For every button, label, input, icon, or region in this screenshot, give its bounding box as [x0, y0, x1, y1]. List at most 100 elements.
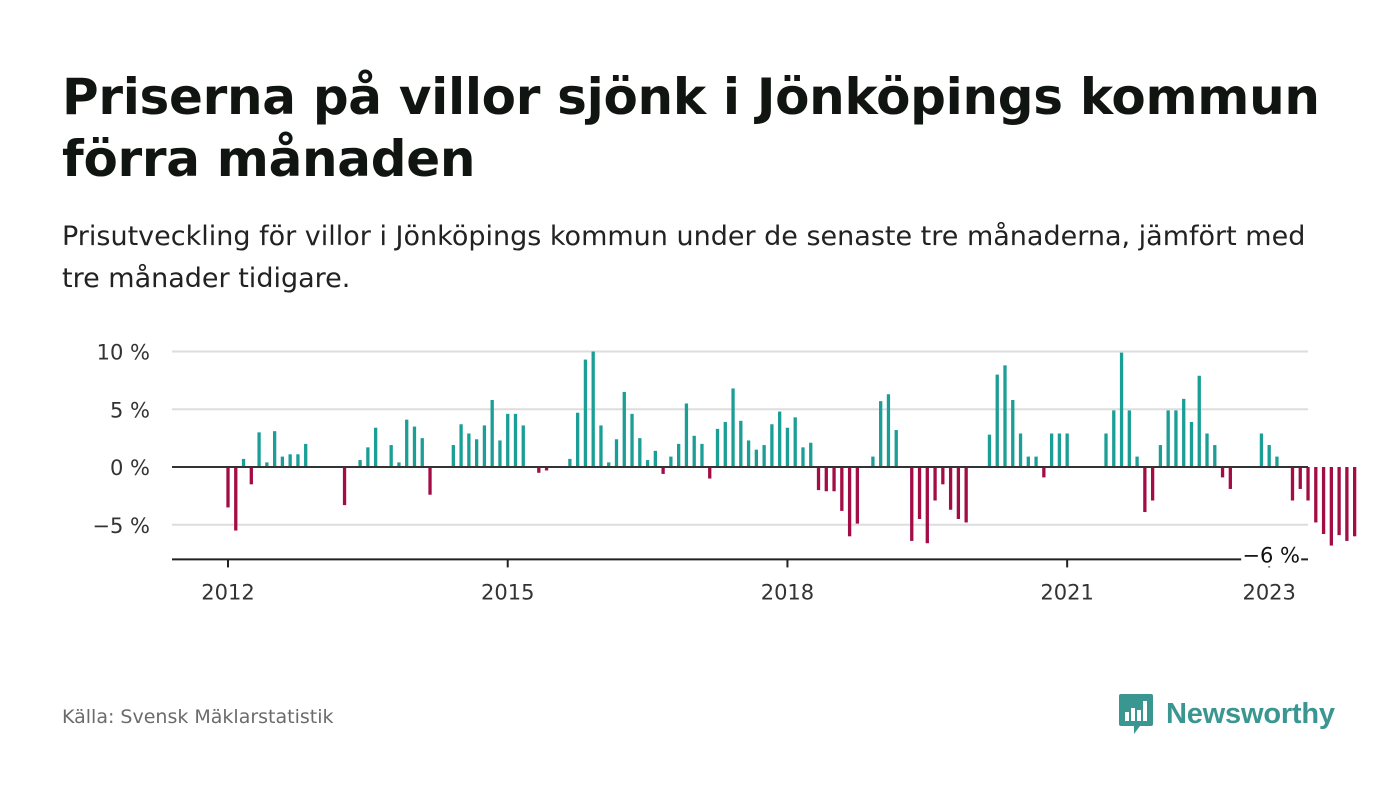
bar-positive	[1135, 456, 1139, 467]
bar-positive	[521, 425, 525, 467]
bar-positive	[296, 454, 300, 467]
bar-positive	[420, 438, 424, 468]
bar-positive	[1205, 433, 1209, 467]
bar-positive	[785, 427, 790, 467]
bar-negative	[1298, 467, 1302, 489]
bar-positive	[451, 445, 455, 468]
bar-positive	[459, 424, 463, 467]
bar-negative	[1042, 467, 1046, 478]
bar-positive	[1197, 375, 1201, 467]
bar-positive	[498, 440, 502, 468]
y-tick-label: 10 %	[97, 341, 150, 365]
bar-positive	[739, 420, 743, 467]
bar-negative	[1321, 467, 1326, 534]
bar-negative	[847, 467, 852, 537]
x-tick-label: 2018	[761, 580, 814, 604]
bar-positive	[1275, 456, 1279, 467]
bar-negative	[1220, 467, 1225, 478]
bar-negative	[933, 467, 937, 501]
bar-positive	[591, 351, 595, 467]
annotation-label: −6 %	[1242, 543, 1300, 567]
bar-positive	[358, 460, 362, 467]
bar-positive	[677, 443, 681, 467]
bar-positive	[995, 374, 999, 467]
bar-positive	[373, 427, 378, 467]
bar-negative	[342, 467, 347, 506]
bar-positive	[1003, 365, 1007, 467]
bar-positive	[1018, 433, 1023, 467]
bars	[226, 351, 1357, 546]
bar-positive	[1166, 410, 1170, 468]
bar-negative	[1290, 467, 1295, 501]
bar-positive	[405, 419, 409, 467]
axes	[172, 466, 1308, 561]
bar-positive	[1049, 433, 1054, 467]
bar-positive	[1065, 433, 1069, 467]
bar-positive	[793, 417, 797, 467]
bar-positive	[746, 440, 751, 468]
bar-positive	[809, 442, 813, 468]
bar-negative	[917, 467, 922, 519]
bar-negative	[1150, 467, 1155, 501]
y-tick-label: 0 %	[110, 456, 150, 480]
bar-positive	[583, 359, 588, 467]
bar-positive	[265, 462, 269, 467]
bar-positive	[645, 460, 650, 467]
bar-positive	[389, 445, 393, 468]
bar-negative	[1228, 467, 1232, 489]
y-tick-label: 5 %	[110, 398, 150, 422]
bar-negative	[948, 467, 953, 510]
bar-positive	[474, 439, 479, 467]
bar-negative	[816, 467, 821, 491]
bar-positive	[762, 445, 766, 468]
bar-chart-speech-bubble-icon	[1119, 694, 1153, 734]
bar-positive	[482, 425, 487, 467]
bar-negative	[234, 467, 238, 531]
y-tick-label: −5 %	[92, 514, 150, 538]
bar-positive	[576, 412, 580, 468]
x-axis-labels: 2012 2015 2018 2021 2023	[201, 559, 1296, 604]
bar-positive	[1174, 410, 1178, 468]
bar-positive	[1026, 456, 1030, 467]
bar-positive	[1104, 433, 1108, 467]
bar-positive	[770, 424, 774, 467]
bar-negative	[1337, 467, 1341, 536]
bar-positive	[412, 426, 417, 467]
x-tick-label: 2012	[201, 580, 254, 604]
bar-negative	[964, 467, 968, 523]
bar-negative	[832, 467, 836, 492]
bar-negative	[910, 467, 914, 541]
bar-positive	[731, 388, 735, 467]
bar-negative	[941, 467, 945, 485]
bar-negative	[1314, 467, 1318, 523]
brand-name: Newsworthy	[1166, 697, 1335, 730]
bar-chart: 10 % 5 % 0 % −5 % 2012 2015 2018 2021 2023 −6 %	[92, 341, 1357, 604]
annotation-background	[1241, 540, 1302, 567]
bar-negative	[1306, 467, 1310, 501]
bar-positive	[1011, 400, 1015, 467]
bar-negative	[840, 467, 844, 511]
bar-positive	[684, 403, 689, 467]
bar-positive	[1127, 410, 1131, 468]
bar-positive	[257, 432, 261, 467]
bar-positive	[614, 439, 619, 467]
bar-negative	[544, 467, 549, 471]
bar-positive	[638, 438, 642, 468]
bar-positive	[513, 413, 518, 467]
bar-positive	[894, 430, 898, 467]
bar-positive	[801, 447, 805, 467]
bar-positive	[280, 456, 285, 467]
bar-positive	[607, 462, 611, 467]
bar-negative	[1345, 467, 1349, 541]
bar-positive	[754, 449, 759, 468]
chart-title: Priserna på villor sjönk i Jönköpings ko…	[62, 68, 1320, 188]
bar-positive	[669, 456, 673, 467]
bar-positive	[506, 413, 510, 467]
bar-positive	[715, 428, 720, 467]
x-tick-label: 2015	[481, 580, 534, 604]
bar-positive	[304, 443, 308, 467]
bar-negative	[1143, 467, 1147, 513]
bar-positive	[723, 421, 727, 467]
bar-positive	[599, 425, 603, 467]
bar-positive	[886, 394, 891, 467]
